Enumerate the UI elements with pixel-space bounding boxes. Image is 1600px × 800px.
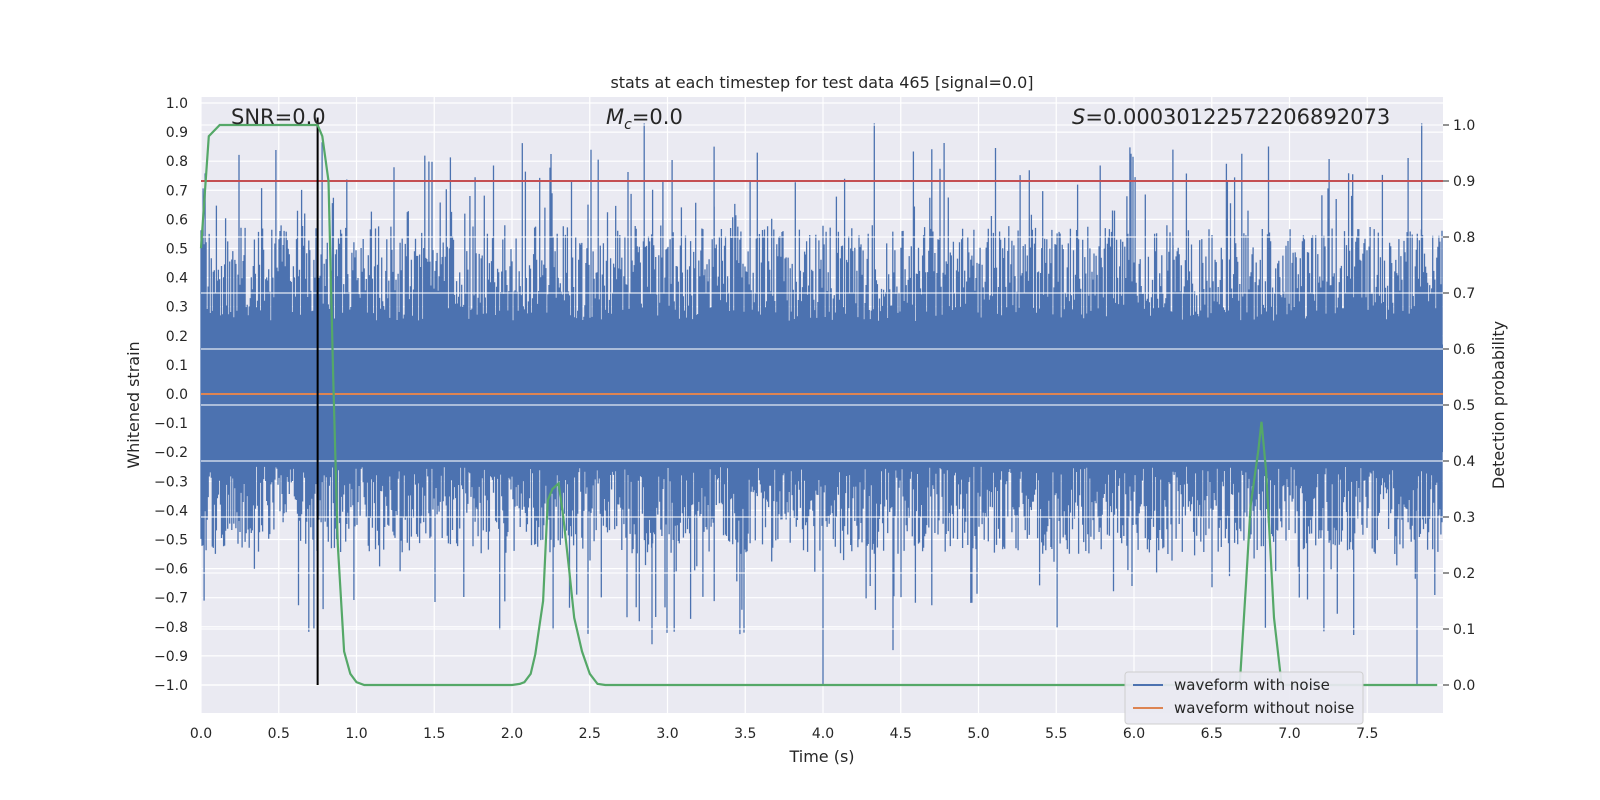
left-axis-ticks: 1.0 0.9 0.8 0.7 0.6 0.5 0.4 0.3 0.2 0.1 0.0 −0.1 −0.… [154,96,188,694]
y-tick-label-left: 0.2 [166,329,188,345]
x-tick-label: 6.5 [1201,726,1223,742]
y-tick-label-right: 0.5 [1453,398,1475,414]
y-tick-label-right: 0.9 [1453,174,1475,190]
x-tick-label: 0.0 [190,726,212,742]
x-axis-label: Time (s) [788,747,854,766]
y-tick-label-left: 0.1 [166,358,188,374]
y-tick-label-right: 0.8 [1453,230,1475,246]
right-axis-ticks: 1.0 0.9 0.8 0.7 0.6 0.5 0.4 0.3 0.2 0.1 0.0 [1443,118,1475,694]
y-tick-label-left: −0.3 [154,474,188,490]
y-tick-label-right: 1.0 [1453,118,1475,134]
y-tick-label-left: 0.7 [166,183,188,199]
x-tick-label: 4.0 [812,726,834,742]
waveform-with-noise-series [200,123,1443,685]
score-symbol: S [1072,105,1085,129]
y-tick-label-left: 0.9 [166,125,188,141]
legend: waveform with noise waveform without noi… [1124,671,1364,725]
chirp-mass-value: =0.0 [632,105,683,129]
noise-core-band [201,344,1443,453]
x-tick-label: 6.0 [1123,726,1145,742]
y-tick-label-left: 0.0 [166,387,188,403]
y-tick-label-left: 0.8 [166,154,188,170]
x-tick-label: 0.5 [268,726,290,742]
detection-probability-line [199,123,1438,687]
y-tick-label-right: 0.6 [1453,342,1475,358]
y-tick-label-left: 0.6 [166,212,188,228]
x-tick-label: 1.5 [423,726,445,742]
x-axis-ticks: 0.0 0.5 1.0 1.5 2.0 2.5 3.0 3.5 4.0 4.5 5.0 5.5 6.0 6… [190,726,1379,742]
y-tick-label-left: −0.8 [154,620,188,636]
y-axis-label-right: Detection probability [1489,321,1508,489]
x-tick-label: 2.0 [501,726,523,742]
x-tick-label: 4.5 [890,726,912,742]
y-tick-label-left: −0.2 [154,445,188,461]
y-tick-label-right: 0.3 [1453,510,1475,526]
y-tick-label-left: −0.7 [154,591,188,607]
chirp-mass-annotation: Mc=0.0 [606,105,683,133]
y-tick-label-left: 1.0 [166,96,188,112]
y-tick-label-left: −0.5 [154,533,188,549]
x-tick-label: 2.5 [579,726,601,742]
chirp-mass-symbol: M [606,105,624,129]
legend-box [1124,671,1364,725]
score-value: =0.00030122572206892073 [1085,105,1390,129]
y-tick-label-left: 0.5 [166,242,188,258]
y-tick-label-left: −0.4 [154,503,188,519]
x-tick-label: 3.5 [734,726,756,742]
y-tick-label-right: 0.0 [1453,678,1475,694]
score-annotation: S=0.00030122572206892073 [1072,105,1390,129]
chart-title: stats at each timestep for test data 465… [610,73,1033,92]
y-tick-label-left: −0.6 [154,562,188,578]
y-tick-label-right: 0.4 [1453,454,1475,470]
y-tick-label-left: −1.0 [154,678,188,694]
y-tick-label-left: −0.1 [154,416,188,432]
snr-annotation: SNR=0.0 [231,105,326,129]
y-tick-label-right: 0.2 [1453,566,1475,582]
y-tick-label-right: 0.7 [1453,286,1475,302]
chirp-mass-subscript: c [624,117,632,133]
y-tick-label-right: 0.1 [1453,622,1475,638]
x-tick-label: 3.0 [656,726,678,742]
y-axis-label-left: Whitened strain [124,341,143,468]
x-tick-label: 5.0 [967,726,989,742]
x-tick-label: 1.0 [345,726,367,742]
legend-label-clean: waveform without noise [1174,699,1354,717]
x-tick-label: 5.5 [1045,726,1067,742]
y-tick-label-left: 0.4 [166,271,188,287]
y-tick-label-left: 0.3 [166,300,188,316]
legend-label-noise: waveform with noise [1174,676,1330,694]
x-tick-label: 7.0 [1278,726,1300,742]
x-tick-label: 7.5 [1356,726,1378,742]
y-tick-label-left: −0.9 [154,649,188,665]
